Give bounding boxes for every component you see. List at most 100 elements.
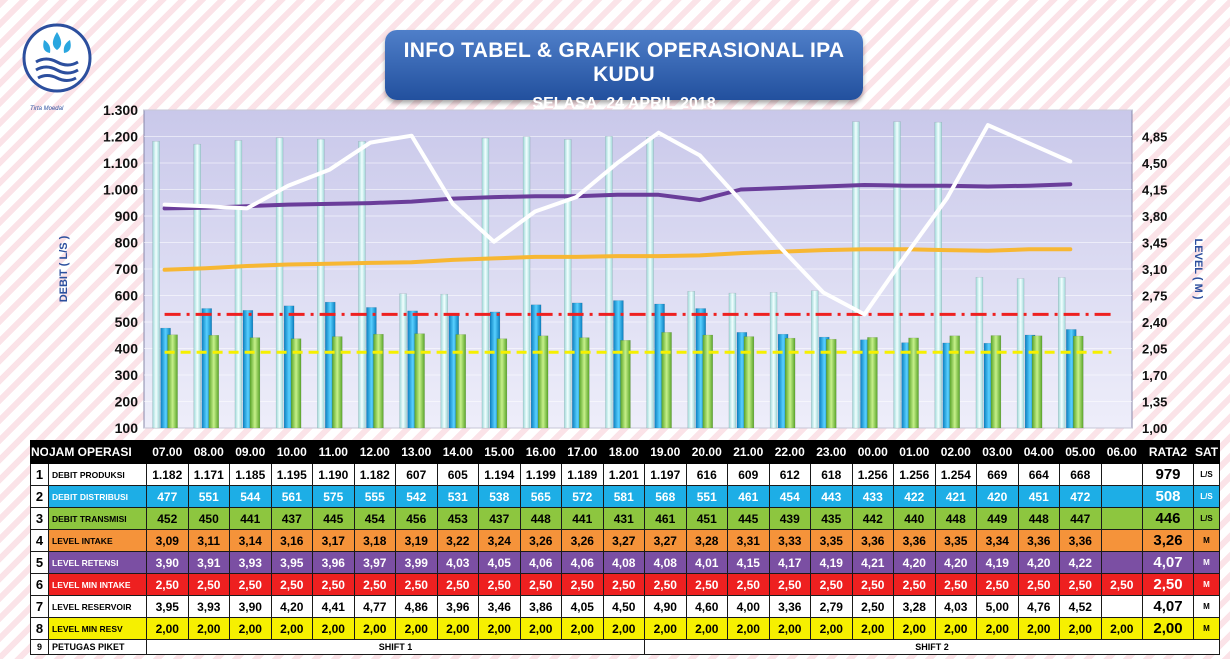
- table-row: 7 LEVEL RESERVOIR 3,95 3,93 3,90 4,20 4,41 4,77…: [30, 595, 1220, 618]
- table-cell: 3,09: [146, 529, 189, 552]
- line-level-reservoir: [162, 123, 1073, 317]
- table-cell: 2,50: [187, 573, 230, 596]
- table-cell: 4,86: [395, 595, 438, 618]
- table-cell: 561: [270, 485, 313, 508]
- bar-debit-transmisi: [743, 336, 755, 429]
- table-cell: 2,00: [768, 617, 811, 640]
- table-cell: 4,17: [768, 551, 811, 574]
- table-cell: 3,26: [561, 529, 604, 552]
- table-cell: 448: [1017, 507, 1060, 530]
- page-title: INFO TABEL & GRAFIK OPERASIONAL IPA KUDU: [403, 39, 845, 86]
- table-cell: 4,01: [685, 551, 728, 574]
- header-no: NO: [30, 440, 49, 464]
- table-cell: 565: [519, 485, 562, 508]
- table-cell: 2,50: [312, 573, 355, 596]
- table-cell: 2,50: [146, 573, 189, 596]
- table-cell: 441: [229, 507, 272, 530]
- table-cell: 2,50: [768, 573, 811, 596]
- table-cell: 2,00: [270, 617, 313, 640]
- table-cell: 4,03: [436, 551, 479, 574]
- row-number: 1: [30, 463, 49, 486]
- table-cell: 4,50: [602, 595, 645, 618]
- bar-debit-transmisi: [990, 335, 1002, 429]
- table-cell: 4,90: [644, 595, 687, 618]
- table-cell: 435: [810, 507, 853, 530]
- table-cell: 2,50: [270, 573, 313, 596]
- table-row: 2 DEBIT DISTRIBUSI 477 551 544 561 575 555 542 53…: [30, 485, 1220, 508]
- table-cell: 2,50: [1059, 573, 1102, 596]
- table-cell: 551: [685, 485, 728, 508]
- shift-1-label: SHIFT 1: [146, 639, 645, 655]
- bar-debit-produksi: [193, 143, 201, 429]
- shift-2-label: SHIFT 2: [644, 639, 1220, 655]
- table-cell: 441: [561, 507, 604, 530]
- row-number: 5: [30, 551, 49, 574]
- table-cell: 3,91: [187, 551, 230, 574]
- table-cell: 454: [353, 507, 396, 530]
- y-tick-label: 900: [115, 208, 139, 224]
- y-tick-label: 500: [115, 314, 139, 330]
- table-cell: 2,50: [519, 573, 562, 596]
- table-cell: 3,36: [1017, 529, 1060, 552]
- bar-debit-transmisi: [826, 338, 837, 429]
- bar-debit-transmisi: [249, 337, 261, 429]
- operational-chart: 100 200 300 400 500 600 700 800 900 1.000 1.100 1.2…: [58, 102, 1204, 436]
- bar-debit-produksi: [275, 137, 284, 429]
- table-cell: 1.197: [644, 463, 687, 486]
- y-tick-label: 1.200: [103, 129, 138, 145]
- bar-debit-transmisi: [702, 334, 713, 429]
- y-tick-label: 600: [115, 288, 139, 304]
- row-label: DEBIT PRODUKSI: [48, 463, 147, 486]
- table-cell: 448: [519, 507, 562, 530]
- row-unit: L/S: [1193, 507, 1220, 530]
- header-hour: 17.00: [561, 440, 604, 464]
- table-cell: [1100, 463, 1143, 486]
- table-cell: 456: [395, 507, 438, 530]
- table-cell: 4,05: [561, 595, 604, 618]
- table-cell: 447: [1059, 507, 1102, 530]
- table-cell: 2,50: [353, 573, 396, 596]
- table-cell: 3,36: [768, 595, 811, 618]
- table-cell: 4,03: [934, 595, 977, 618]
- row-label: LEVEL RESERVOIR: [48, 595, 147, 618]
- table-cell: 616: [685, 463, 728, 486]
- table-cell: 421: [934, 485, 977, 508]
- table-cell: 531: [436, 485, 479, 508]
- tirta-moedal-logo: [22, 23, 92, 93]
- y2-tick-label: 4,85: [1142, 130, 1167, 145]
- bar-debit-produksi: [522, 136, 531, 429]
- bar-debit-transmisi: [537, 335, 549, 429]
- table-cell: 445: [312, 507, 355, 530]
- table-cell: 2,50: [934, 573, 977, 596]
- table-cell: 1.182: [146, 463, 189, 486]
- table-cell: 3,27: [644, 529, 687, 552]
- bar-debit-transmisi: [290, 338, 302, 429]
- table-cell: [1100, 507, 1143, 530]
- table-cell: 2,50: [644, 573, 687, 596]
- y2-tick-label: 2,05: [1142, 342, 1167, 357]
- table-cell: 440: [893, 507, 936, 530]
- table-cell: 4,20: [934, 551, 977, 574]
- table-cell: 1.171: [187, 463, 230, 486]
- table-cell: 2,50: [810, 573, 853, 596]
- table-cell: 3,34: [976, 529, 1019, 552]
- bar-debit-produksi: [728, 292, 737, 429]
- table-cell: 420: [976, 485, 1019, 508]
- table-cell: 3,19: [395, 529, 438, 552]
- table-cell: [1100, 551, 1143, 574]
- table-cell: 2,00: [934, 617, 977, 640]
- table-cell: 4,20: [270, 595, 313, 618]
- y-tick-label: 800: [115, 235, 139, 251]
- table-cell: 2,50: [229, 573, 272, 596]
- table-cell: 3,22: [436, 529, 479, 552]
- row-unit: L/S: [1193, 485, 1220, 508]
- header-hour: 05.00: [1059, 440, 1102, 464]
- bar-debit-transmisi: [620, 340, 631, 429]
- bar-debit-transmisi: [496, 338, 508, 429]
- table-row: 8 LEVEL MIN RESV 2,00 2,00 2,00 2,00 2,00 2,00 2…: [30, 617, 1220, 640]
- bar-debit-produksi: [646, 137, 654, 429]
- table-cell: 451: [685, 507, 728, 530]
- operational-table: NO JAM OPERASI 07.00 08.00 09.00 10.00 11.00 12…: [30, 440, 1220, 655]
- y-tick-label: 1.300: [103, 102, 138, 118]
- row-number: 8: [30, 617, 49, 640]
